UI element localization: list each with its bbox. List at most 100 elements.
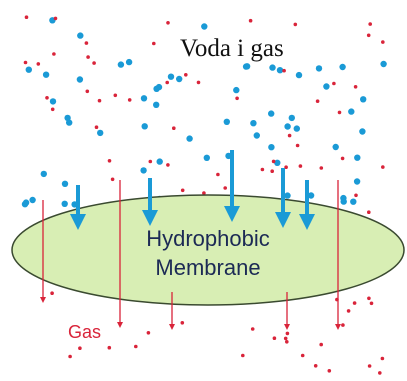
gas-dot <box>284 337 288 341</box>
gas-dot <box>354 85 358 89</box>
gas-dot <box>235 97 239 101</box>
gas-dot <box>24 61 28 65</box>
gas-dot <box>249 19 253 23</box>
water-dot <box>142 123 148 129</box>
water-dot <box>29 197 35 203</box>
gas-dot <box>381 165 385 169</box>
gas-dot <box>92 61 96 65</box>
gas-dot <box>108 346 112 350</box>
gas-dot <box>241 354 245 358</box>
gas-dot <box>114 94 118 98</box>
water-dot <box>296 72 302 78</box>
water-dot <box>277 67 283 73</box>
gas-dot <box>328 369 332 373</box>
gas-dot <box>95 125 99 129</box>
gas-dot <box>296 144 300 148</box>
water-dot <box>157 158 163 164</box>
gas-dot <box>301 354 305 358</box>
gas-dot <box>54 17 58 21</box>
water-dot <box>284 192 290 198</box>
gas-dot <box>45 96 49 100</box>
gas-dot <box>381 357 385 361</box>
gas-dot <box>367 34 371 38</box>
gas-dot <box>86 55 90 59</box>
water-dot <box>350 199 356 205</box>
water-dot <box>176 76 182 82</box>
gas-dot <box>286 332 290 336</box>
gas-dot <box>332 82 336 86</box>
gas-dot <box>368 22 372 26</box>
gas-dot <box>166 163 170 167</box>
water-dot <box>118 61 124 67</box>
gas-dot <box>50 291 54 295</box>
water-dot <box>26 67 32 73</box>
gas-dot <box>78 346 82 350</box>
gas-dot <box>288 134 292 138</box>
gas-dot <box>320 166 324 170</box>
gas-dot <box>147 331 151 335</box>
water-dot <box>341 198 347 204</box>
water-dot <box>97 130 103 136</box>
gas-dot <box>285 340 289 344</box>
gas-dot <box>273 336 277 340</box>
gas-dot <box>68 355 72 359</box>
water-dot <box>354 178 360 184</box>
gas-dot <box>367 210 371 214</box>
water-dot <box>269 64 275 70</box>
gas-dot <box>223 186 227 190</box>
water-dot <box>360 96 366 102</box>
water-dot <box>186 135 192 141</box>
gas-dot <box>172 126 176 130</box>
water-dot <box>233 87 239 93</box>
water-dot <box>250 120 256 126</box>
water-dot <box>126 59 132 65</box>
water-dot <box>168 74 174 80</box>
gas-dot <box>282 69 286 73</box>
water-dot <box>153 86 159 92</box>
water-dot <box>316 65 322 71</box>
gas-dot <box>152 42 156 46</box>
gas-dot <box>85 41 89 45</box>
membrane-label: Membrane <box>155 255 260 280</box>
gas-dot <box>367 297 371 301</box>
gas-dot <box>354 194 358 198</box>
gas-dot <box>261 168 265 172</box>
gas-dot <box>251 327 255 331</box>
water-dot <box>204 155 210 161</box>
gas-dot <box>216 173 220 177</box>
water-dot <box>64 115 70 121</box>
water-dot <box>294 125 300 131</box>
water-dot <box>140 167 146 173</box>
gas-dot <box>51 108 55 112</box>
gas-dot <box>25 15 29 19</box>
water-dot <box>43 72 49 78</box>
gas-dot <box>181 321 185 325</box>
gas-dot <box>370 302 374 306</box>
gas-dot <box>165 81 169 85</box>
gas-label: Gas <box>68 322 101 342</box>
gas-dot <box>270 169 274 173</box>
water-dot <box>50 98 56 104</box>
water-dot <box>284 123 290 129</box>
water-dot <box>61 201 67 207</box>
water-dot <box>23 199 29 205</box>
water-dot <box>348 108 354 114</box>
gas-dot <box>347 309 351 313</box>
gas-dot <box>316 99 320 103</box>
water-dot <box>354 155 360 161</box>
gas-dot <box>381 40 385 44</box>
water-dot <box>62 181 68 187</box>
gas-dot <box>134 345 138 349</box>
gas-dot <box>128 98 132 102</box>
gas-dot <box>272 160 276 164</box>
gas-dot <box>299 164 303 168</box>
water-dot <box>201 23 207 29</box>
gas-dot <box>37 62 41 66</box>
title: Voda i gas <box>180 35 284 62</box>
water-dot <box>359 128 365 134</box>
gas-dot <box>86 90 90 94</box>
gas-dot <box>197 81 201 85</box>
gas-dot <box>98 99 102 103</box>
gas-dot <box>314 364 318 368</box>
water-dot <box>268 144 274 150</box>
